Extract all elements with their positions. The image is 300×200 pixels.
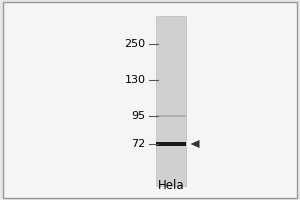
Text: 250: 250 xyxy=(124,39,146,49)
Text: 72: 72 xyxy=(131,139,146,149)
Text: Hela: Hela xyxy=(158,179,184,192)
Text: 95: 95 xyxy=(131,111,146,121)
FancyBboxPatch shape xyxy=(156,115,186,117)
FancyBboxPatch shape xyxy=(156,16,186,186)
FancyBboxPatch shape xyxy=(3,2,297,198)
FancyBboxPatch shape xyxy=(156,142,186,146)
Polygon shape xyxy=(190,140,200,148)
Text: 130: 130 xyxy=(124,75,146,85)
